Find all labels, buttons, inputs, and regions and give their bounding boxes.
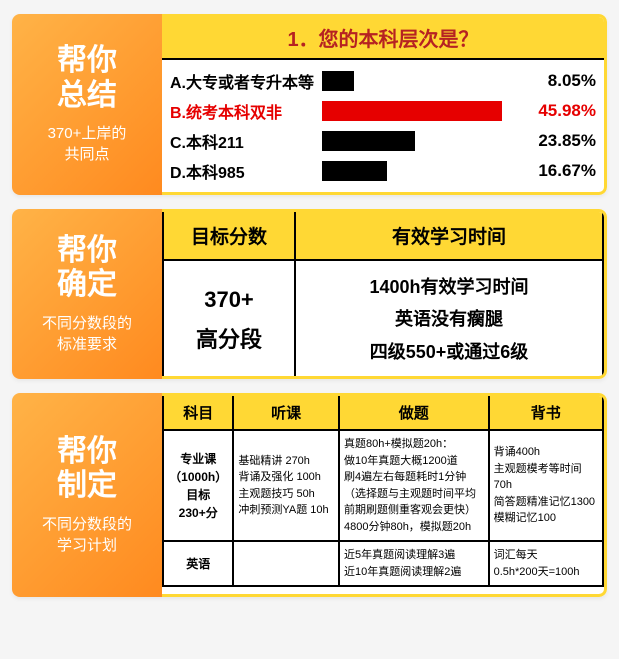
tag-subtitle: 不同分数段的 学习计划 <box>18 514 156 556</box>
tag-subtitle: 370+上岸的 共同点 <box>18 123 156 165</box>
bar <box>322 161 387 181</box>
row-percent: 8.05% <box>518 71 596 91</box>
table-row: 370+ 高分段 1400h有效学习时间 英语没有瘸腿 四级550+或通过6级 <box>163 260 603 379</box>
cell-subject: 英语 <box>163 541 233 586</box>
tag-subtitle: 不同分数段的 标准要求 <box>18 313 156 355</box>
target-card: 帮你 确定 不同分数段的 标准要求 目标分数 有效学习时间 370+ 高分段 1… <box>12 209 607 379</box>
chart-row: B.统考本科双非 45.98% <box>162 96 596 126</box>
cell-score: 370+ 高分段 <box>163 260 295 379</box>
table-row: 目标分数 有效学习时间 <box>163 212 603 260</box>
row-label: A.大专或者专升本等 <box>162 69 322 93</box>
cell-subject: 专业课 （1000h） 目标230+分 <box>163 430 233 541</box>
bar-wrap <box>322 101 518 121</box>
row-percent: 16.67% <box>518 161 596 181</box>
cell-time: 1400h有效学习时间 英语没有瘸腿 四级550+或通过6级 <box>295 260 603 379</box>
target-table-panel: 目标分数 有效学习时间 370+ 高分段 1400h有效学习时间 英语没有瘸腿 … <box>162 209 607 379</box>
th-listen: 听课 <box>233 396 339 430</box>
th-subject: 科目 <box>163 396 233 430</box>
tag-title: 帮你 总结 <box>18 44 156 113</box>
cell-practice: 真题80h+模拟题20h：做10年真题大概1200道刷4遍左右每题耗时1分钟（选… <box>339 430 489 541</box>
cell-listen: 基础精讲 270h背诵及强化 100h主观题技巧 50h冲刺预测YA题 10h <box>233 430 339 541</box>
row-label: C.本科211 <box>162 129 322 153</box>
bar <box>322 71 354 91</box>
tag-title-line: 确定 <box>57 268 117 301</box>
plan-card: 帮你 制定 不同分数段的 学习计划 科目 听课 做题 背书 专业课 （1000h… <box>12 393 607 597</box>
tag-sub-line: 共同点 <box>64 146 109 163</box>
summary-tag: 帮你 总结 370+上岸的 共同点 <box>12 14 162 195</box>
summary-card: 帮你 总结 370+上岸的 共同点 1．您的本科层次是？ A.大专或者专升本等 8… <box>12 14 607 195</box>
chart-row: A.大专或者专升本等 8.05% <box>162 66 596 96</box>
target-table: 目标分数 有效学习时间 370+ 高分段 1400h有效学习时间 英语没有瘸腿 … <box>162 212 604 379</box>
cell-practice: 近5年真题阅读理解3遍近10年真题阅读理解2遍 <box>339 541 489 586</box>
row-label: D.本科985 <box>162 159 322 183</box>
tag-title-line: 帮你 <box>57 44 117 77</box>
row-percent: 45.98% <box>518 101 596 121</box>
target-tag: 帮你 确定 不同分数段的 标准要求 <box>12 209 162 379</box>
score-line: 370+ <box>204 287 254 312</box>
tag-sub-line: 不同分数段的 <box>42 315 132 332</box>
tag-sub-line: 370+上岸的 <box>48 125 127 142</box>
subject-line: （1000h） <box>169 470 227 484</box>
tag-title-line: 帮你 <box>57 435 117 468</box>
tag-title: 帮你 制定 <box>18 435 156 504</box>
chart-row: C.本科211 23.85% <box>162 126 596 156</box>
tag-sub-line: 标准要求 <box>57 336 117 353</box>
bar-wrap <box>322 71 518 91</box>
tag-title-line: 总结 <box>57 79 117 112</box>
th-target-score: 目标分数 <box>163 212 295 260</box>
score-line: 高分段 <box>196 327 262 352</box>
plan-tag: 帮你 制定 不同分数段的 学习计划 <box>12 393 162 597</box>
cell-recite: 词汇每天0.5h*200天=100h <box>489 541 603 586</box>
subject-line: 专业课 <box>180 452 216 466</box>
bar-wrap <box>322 161 518 181</box>
time-line: 1400h有效学习时间 <box>369 277 528 297</box>
chart-question: 1．您的本科层次是？ <box>162 17 604 60</box>
chart-row: D.本科985 16.67% <box>162 156 596 186</box>
plan-table: 科目 听课 做题 背书 专业课 （1000h） 目标230+分 基础精讲 270… <box>162 396 604 587</box>
subject-line: 目标230+分 <box>179 488 218 520</box>
plan-table-panel: 科目 听课 做题 背书 专业课 （1000h） 目标230+分 基础精讲 270… <box>162 393 607 597</box>
tag-title: 帮你 确定 <box>18 234 156 303</box>
chart-panel: 1．您的本科层次是？ A.大专或者专升本等 8.05% B.统考本科双非 45.98%… <box>162 14 607 195</box>
time-line: 四级550+或通过6级 <box>370 342 529 362</box>
tag-title-line: 帮你 <box>57 234 117 267</box>
th-practice: 做题 <box>339 396 489 430</box>
tag-sub-line: 学习计划 <box>57 537 117 554</box>
tag-title-line: 制定 <box>57 469 117 502</box>
th-study-time: 有效学习时间 <box>295 212 603 260</box>
bar-wrap <box>322 131 518 151</box>
row-label: B.统考本科双非 <box>162 99 322 123</box>
time-line: 英语没有瘸腿 <box>395 309 503 329</box>
tag-sub-line: 不同分数段的 <box>42 516 132 533</box>
row-percent: 23.85% <box>518 131 596 151</box>
table-row: 英语 近5年真题阅读理解3遍近10年真题阅读理解2遍 词汇每天0.5h*200天… <box>163 541 603 586</box>
table-row: 专业课 （1000h） 目标230+分 基础精讲 270h背诵及强化 100h主… <box>163 430 603 541</box>
th-recite: 背书 <box>489 396 603 430</box>
bar <box>322 101 502 121</box>
cell-recite: 背诵400h主观题模考等时间70h简答题精准记忆1300模糊记忆100 <box>489 430 603 541</box>
bar <box>322 131 415 151</box>
cell-listen <box>233 541 339 586</box>
table-row: 科目 听课 做题 背书 <box>163 396 603 430</box>
bar-chart: A.大专或者专升本等 8.05% B.统考本科双非 45.98% C.本科211 23.8… <box>162 60 604 192</box>
